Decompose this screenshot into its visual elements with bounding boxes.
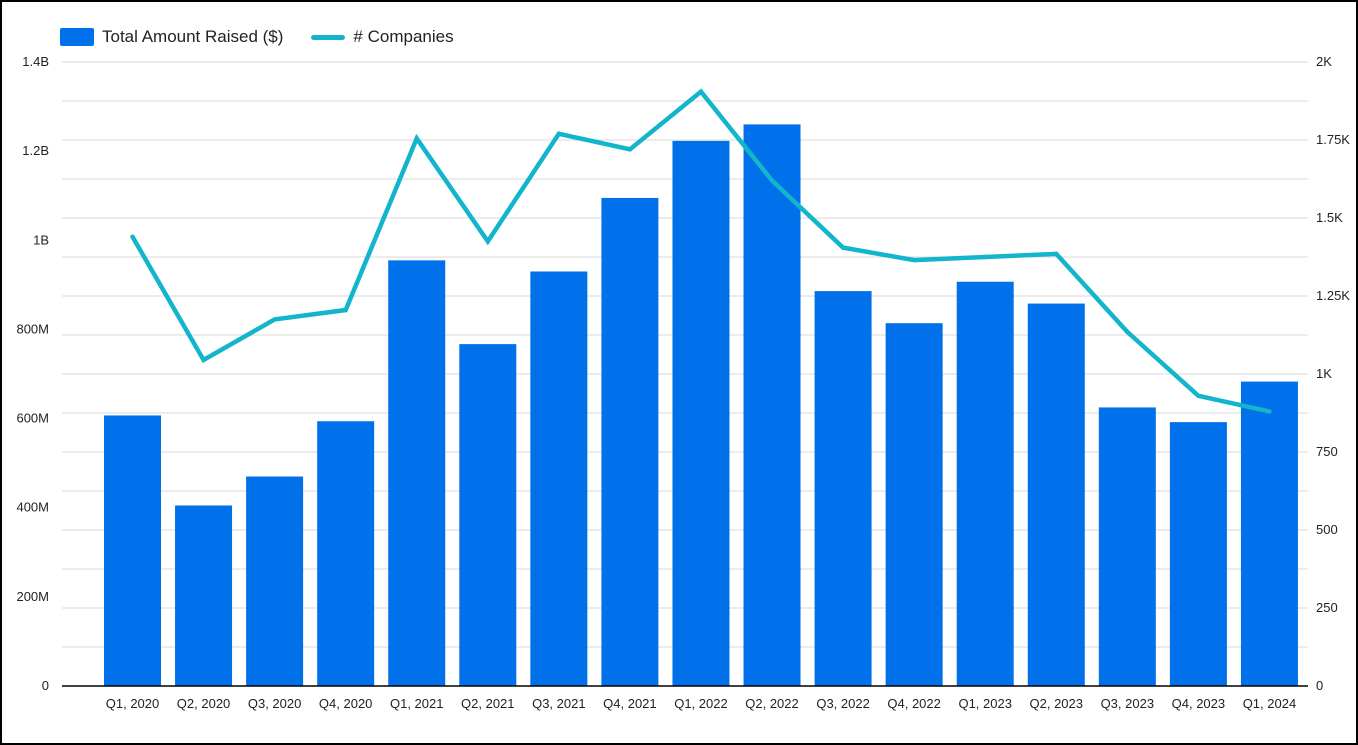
legend-label-companies: # Companies <box>353 27 454 46</box>
bar-amount-raised[interactable] <box>104 415 161 686</box>
bar-amount-raised[interactable] <box>1169 422 1227 686</box>
x-axis-tick-label: Q1, 2023 <box>958 696 1012 711</box>
legend-swatch-bar <box>60 28 94 46</box>
bar-amount-raised[interactable] <box>530 271 588 686</box>
x-axis-tick-label: Q1, 2020 <box>106 696 160 711</box>
right-axis-tick-label: 0 <box>1316 678 1323 693</box>
left-axis-tick-label: 800M <box>16 321 49 336</box>
bar-amount-raised[interactable] <box>601 197 659 686</box>
left-axis-tick-label: 1.4B <box>22 54 49 69</box>
left-axis-tick-label: 200M <box>16 589 49 604</box>
bar-amount-raised[interactable] <box>743 124 801 686</box>
line-point-companies[interactable] <box>201 357 206 363</box>
legend-item-companies[interactable]: # Companies <box>311 27 454 47</box>
line-point-companies[interactable] <box>698 89 704 94</box>
line-point-companies[interactable] <box>983 254 988 260</box>
bar-amount-raised[interactable] <box>1027 303 1085 686</box>
line-point-companies[interactable] <box>343 307 348 313</box>
x-axis-tick-label: Q1, 2022 <box>674 696 728 711</box>
bar-amount-raised[interactable] <box>672 140 730 687</box>
x-axis-tick-label: Q3, 2021 <box>532 696 586 711</box>
line-point-companies[interactable] <box>1125 329 1130 335</box>
line-point-companies[interactable] <box>840 245 846 250</box>
bar-amount-raised[interactable] <box>814 291 872 686</box>
right-axis-tick-label: 1.25K <box>1316 288 1350 303</box>
x-axis-tick-label: Q4, 2022 <box>887 696 941 711</box>
bar-amount-raised[interactable] <box>459 344 517 686</box>
left-axis-tick-label: 1.2B <box>22 143 49 158</box>
x-axis-tick-label: Q2, 2021 <box>461 696 515 711</box>
line-point-companies[interactable] <box>130 234 135 239</box>
bar-amount-raised[interactable] <box>1240 381 1298 686</box>
line-point-companies[interactable] <box>1054 251 1059 257</box>
x-axis-tick-label: Q4, 2023 <box>1172 696 1226 711</box>
bar-amount-raised[interactable] <box>388 260 446 686</box>
left-axis-tick-label: 1B <box>33 232 49 247</box>
bar-amount-raised[interactable] <box>1098 407 1156 686</box>
x-axis-tick-label: Q2, 2020 <box>177 696 231 711</box>
right-axis-tick-label: 750 <box>1316 444 1338 459</box>
bar-amount-raised[interactable] <box>885 323 943 686</box>
line-point-companies[interactable] <box>1196 393 1201 399</box>
bar-amount-raised[interactable] <box>246 476 304 686</box>
right-axis-tick-label: 1K <box>1316 366 1332 381</box>
line-point-companies[interactable] <box>414 136 419 141</box>
right-axis-tick-label: 250 <box>1316 600 1338 615</box>
x-axis-tick-label: Q1, 2024 <box>1243 696 1297 711</box>
x-axis-tick-label: Q4, 2021 <box>603 696 657 711</box>
legend-item-amount-raised[interactable]: Total Amount Raised ($) <box>60 27 283 47</box>
line-point-companies[interactable] <box>556 131 562 136</box>
right-axis-tick-label: 1.75K <box>1316 132 1350 147</box>
line-point-companies[interactable] <box>911 257 917 263</box>
chart-legend: Total Amount Raised ($) # Companies <box>60 24 482 50</box>
right-axis-tick-label: 1.5K <box>1316 210 1343 225</box>
left-axis-tick-label: 400M <box>16 500 49 515</box>
legend-label-amount-raised: Total Amount Raised ($) <box>102 27 284 46</box>
x-axis-tick-label: Q3, 2023 <box>1101 696 1155 711</box>
x-axis-tick-label: Q3, 2020 <box>248 696 302 711</box>
x-axis-tick-label: Q3, 2022 <box>816 696 870 711</box>
bar-amount-raised[interactable] <box>317 421 375 686</box>
left-axis-tick-label: 600M <box>16 411 49 426</box>
bar-amount-raised[interactable] <box>956 281 1014 686</box>
right-axis-tick-label: 500 <box>1316 522 1338 537</box>
legend-swatch-line <box>311 34 346 40</box>
x-axis-tick-label: Q2, 2023 <box>1030 696 1084 711</box>
x-axis-tick-label: Q1, 2021 <box>390 696 444 711</box>
left-axis-tick-label: 0 <box>42 678 49 693</box>
x-axis-tick-label: Q4, 2020 <box>319 696 373 711</box>
line-point-companies[interactable] <box>272 317 277 322</box>
line-point-companies[interactable] <box>1267 409 1272 414</box>
right-axis-tick-label: 2K <box>1316 54 1332 69</box>
bar-amount-raised[interactable] <box>175 505 233 686</box>
line-point-companies[interactable] <box>769 178 775 183</box>
line-point-companies[interactable] <box>485 239 490 244</box>
x-axis-tick-label: Q2, 2022 <box>745 696 799 711</box>
line-point-companies[interactable] <box>627 147 633 152</box>
